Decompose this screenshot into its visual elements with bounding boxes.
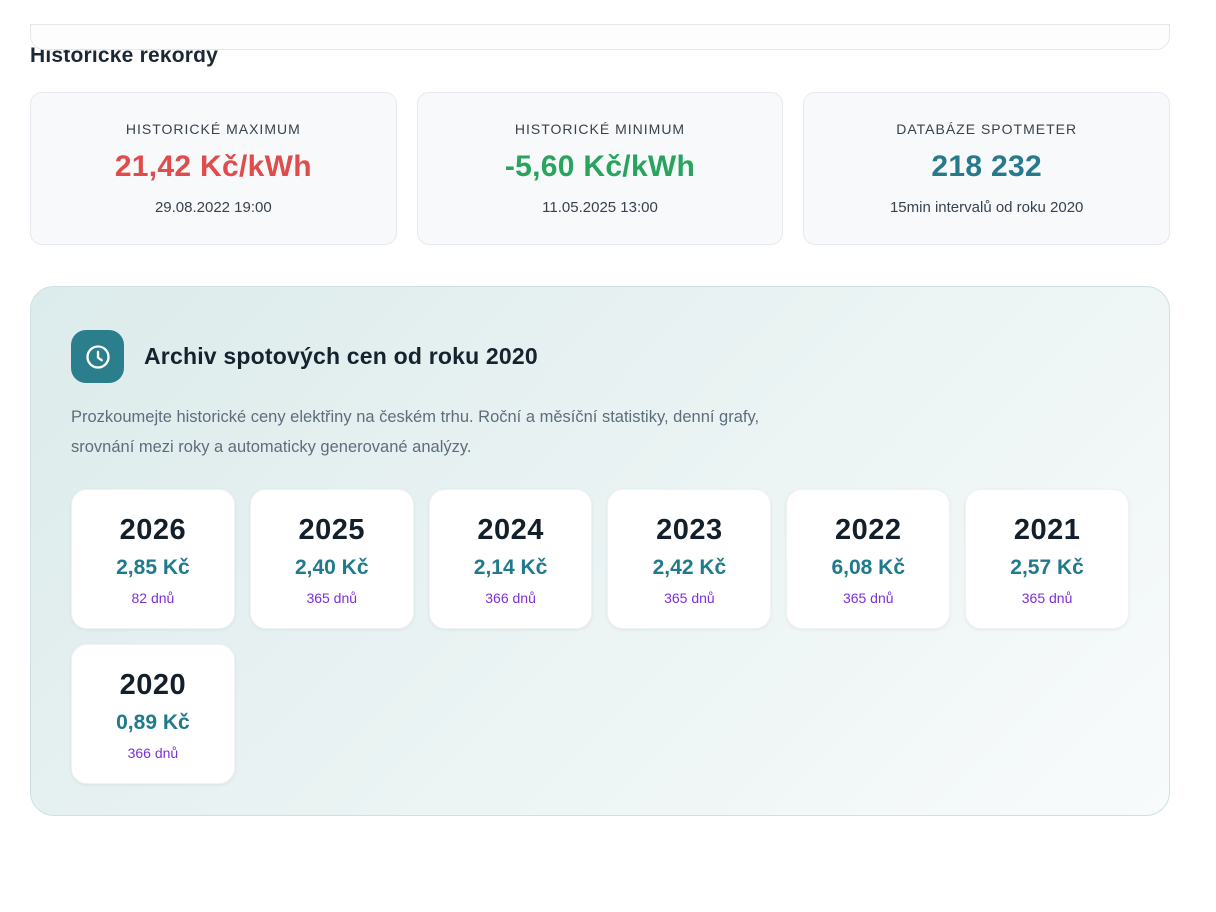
year-card-2025[interactable]: 2025 2,40 Kč 365 dnů [249,489,414,630]
year-price: 2,57 Kč [1010,556,1084,580]
previous-card-bottom-edge [30,24,1170,50]
year-label: 2020 [119,669,187,702]
year-days: 82 dnů [131,590,175,607]
record-card-database: DATABÁZE SPOTMETER 218 232 15min interva… [803,92,1171,245]
record-label: DATABÁZE SPOTMETER [896,121,1078,137]
year-price: 6,08 Kč [831,556,906,580]
archive-panel: Archiv spotových cen od roku 2020 Prozko… [30,286,1170,816]
year-days: 365 dnů [1021,590,1073,607]
main-content: Historické rekordy HISTORICKÉ MAXIMUM 21… [30,44,1171,816]
years-grid: 2026 2,85 Kč 82 dnů 2025 2,40 Kč 365 dnů… [71,489,1129,785]
record-detail: 11.05.2025 13:00 [542,199,658,216]
year-price: 2,42 Kč [652,556,727,580]
record-label: HISTORICKÉ MAXIMUM [125,121,301,137]
record-label: HISTORICKÉ MINIMUM [514,121,686,137]
year-days: 366 dnů [127,745,179,762]
year-label: 2026 [119,514,187,547]
year-price: 2,40 Kč [294,556,369,580]
archive-header: Archiv spotových cen od roku 2020 [71,330,1129,383]
year-days: 365 dnů [664,590,715,607]
year-label: 2024 [477,514,544,547]
year-card-2022[interactable]: 2022 6,08 Kč 365 dnů [786,489,951,630]
year-card-2020[interactable]: 2020 0,89 Kč 366 dnů [71,644,235,785]
archive-description: Prozkoumejte historické ceny elektřiny n… [71,408,760,456]
clock-icon [71,330,124,383]
year-days: 365 dnů [842,590,894,607]
year-card-2024[interactable]: 2024 2,14 Kč 366 dnů [428,489,593,630]
year-price: 0,89 Kč [116,711,190,735]
record-value: -5,60 Kč/kWh [504,150,696,183]
records-row: HISTORICKÉ MAXIMUM 21,42 Kč/kWh 29.08.20… [30,92,1171,245]
year-price: 2,14 Kč [473,556,548,580]
record-detail: 29.08.2022 19:00 [154,199,272,216]
year-days: 365 dnů [306,590,358,607]
year-price: 2,85 Kč [116,556,190,580]
year-label: 2023 [656,514,723,547]
year-card-2026[interactable]: 2026 2,85 Kč 82 dnů [71,489,235,630]
archive-title: Archiv spotových cen od roku 2020 [144,343,538,369]
record-value: 218 232 [931,150,1042,183]
record-card-maximum: HISTORICKÉ MAXIMUM 21,42 Kč/kWh 29.08.20… [30,92,397,245]
year-days: 366 dnů [485,590,536,607]
year-label: 2022 [834,514,902,547]
year-label: 2021 [1013,514,1081,547]
record-card-minimum: HISTORICKÉ MINIMUM -5,60 Kč/kWh 11.05.20… [416,92,784,245]
record-detail: 15min intervalů od roku 2020 [889,199,1084,216]
year-label: 2025 [298,514,365,547]
year-card-2023[interactable]: 2023 2,42 Kč 365 dnů [607,489,772,630]
year-card-2021[interactable]: 2021 2,57 Kč 365 dnů [965,489,1129,630]
record-value: 21,42 Kč/kWh [114,150,312,183]
